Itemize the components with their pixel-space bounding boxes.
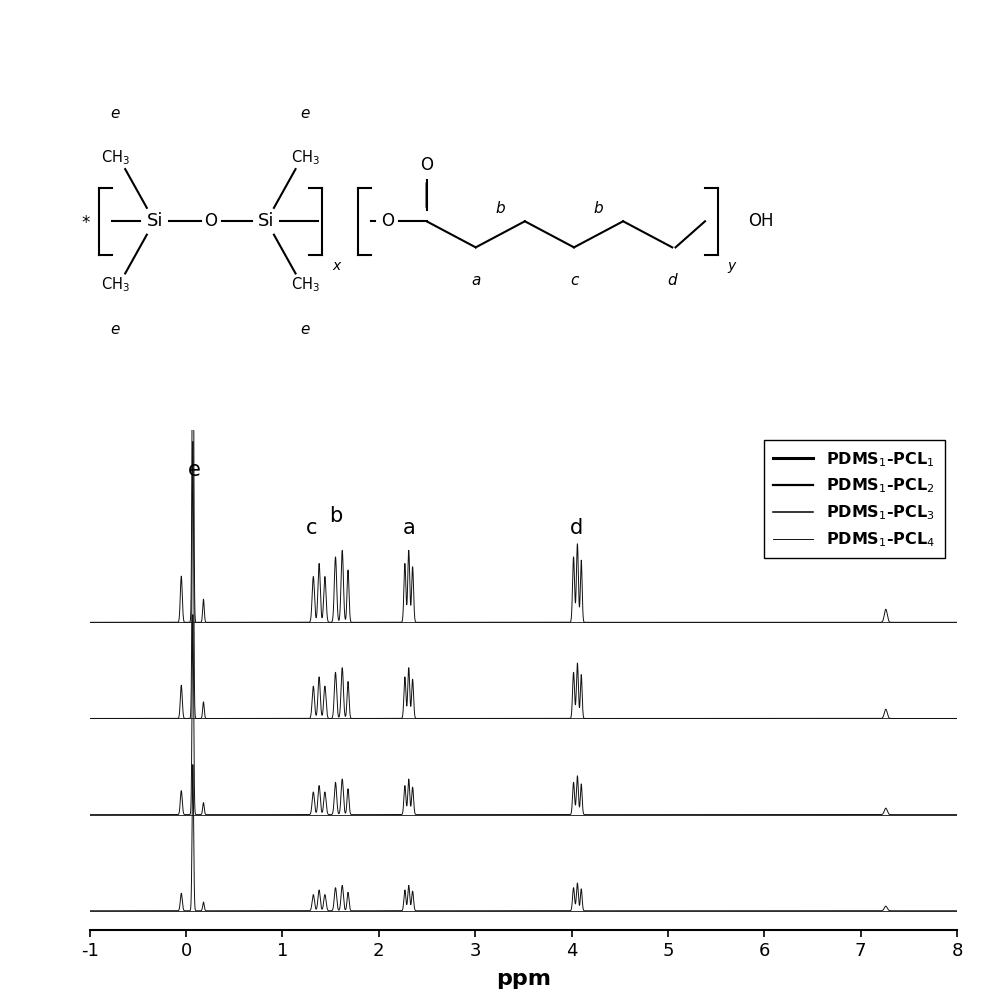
Text: a: a: [471, 273, 481, 288]
Text: e: e: [111, 106, 120, 121]
Text: $*$: $*$: [81, 212, 91, 230]
Text: b: b: [496, 201, 505, 216]
Text: b: b: [594, 201, 603, 216]
Text: d: d: [667, 273, 677, 288]
Legend: PDMS$_1$-PCL$_1$, PDMS$_1$-PCL$_2$, PDMS$_1$-PCL$_3$, PDMS$_1$-PCL$_4$: PDMS$_1$-PCL$_1$, PDMS$_1$-PCL$_2$, PDMS…: [764, 440, 945, 558]
Text: e: e: [111, 322, 120, 337]
Text: CH$_3$: CH$_3$: [101, 275, 130, 294]
Text: Si: Si: [258, 212, 274, 230]
Text: e: e: [301, 106, 310, 121]
Text: CH$_3$: CH$_3$: [291, 275, 320, 294]
Text: x: x: [332, 259, 340, 273]
Text: O: O: [203, 212, 217, 230]
Text: d: d: [570, 518, 583, 538]
Text: CH$_3$: CH$_3$: [291, 149, 320, 167]
Text: e: e: [187, 460, 200, 480]
Text: a: a: [403, 518, 415, 538]
Text: OH: OH: [748, 212, 774, 230]
Text: Si: Si: [147, 212, 163, 230]
Text: c: c: [570, 273, 578, 288]
Text: b: b: [329, 506, 342, 526]
X-axis label: ppm: ppm: [496, 969, 551, 989]
Text: y: y: [727, 259, 736, 273]
Text: c: c: [306, 518, 317, 538]
Text: O: O: [381, 212, 394, 230]
Text: CH$_3$: CH$_3$: [101, 149, 130, 167]
Text: e: e: [301, 322, 310, 337]
Text: O: O: [420, 156, 433, 174]
